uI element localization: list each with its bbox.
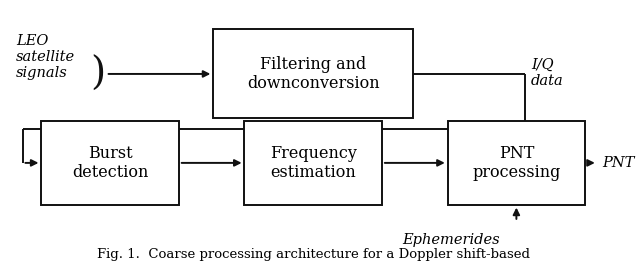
Text: Frequency
estimation: Frequency estimation: [270, 145, 356, 181]
Text: Ephemerides: Ephemerides: [402, 233, 500, 247]
Text: Filtering and
downconversion: Filtering and downconversion: [247, 56, 380, 92]
Bar: [447, 121, 585, 205]
Bar: [244, 121, 382, 205]
Text: ): ): [90, 55, 105, 93]
Text: PNT
processing: PNT processing: [472, 145, 561, 181]
Text: Fig. 1.  Coarse processing architecture for a Doppler shift-based: Fig. 1. Coarse processing architecture f…: [97, 248, 530, 261]
Bar: [42, 121, 179, 205]
Text: LEO
satellite
signals: LEO satellite signals: [17, 34, 76, 80]
Bar: [213, 29, 413, 118]
Text: I/Q
data: I/Q data: [531, 58, 563, 88]
Text: PNT: PNT: [602, 156, 634, 170]
Text: Burst
detection: Burst detection: [72, 145, 148, 181]
